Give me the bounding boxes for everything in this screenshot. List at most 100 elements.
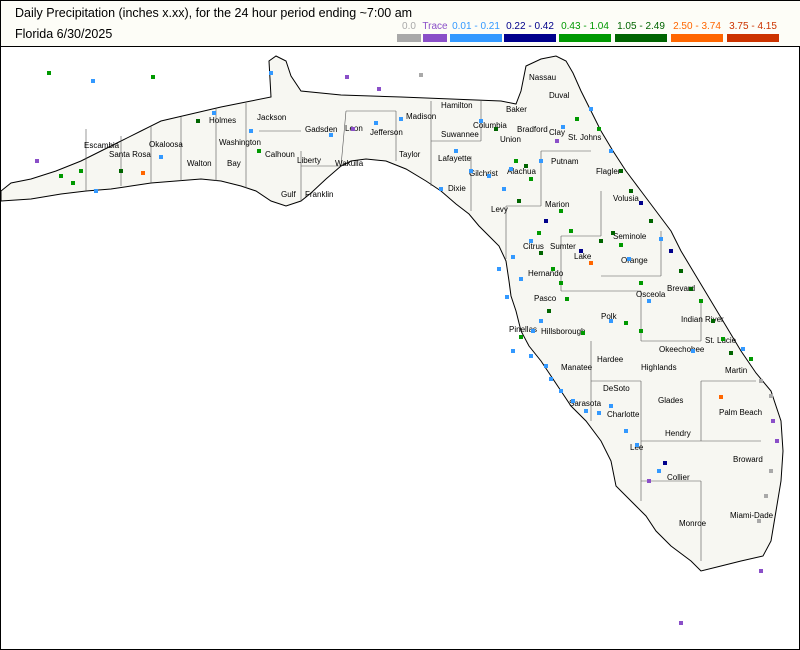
- station-marker: [624, 429, 628, 433]
- legend-item-0-01: 0.01 - 0.21: [446, 21, 506, 42]
- station-marker: [549, 377, 553, 381]
- station-marker: [377, 87, 381, 91]
- station-marker: [519, 277, 523, 281]
- county-label: Polk: [601, 312, 618, 321]
- station-marker: [509, 167, 513, 171]
- county-label: Nassau: [529, 73, 556, 82]
- station-marker: [569, 229, 573, 233]
- station-marker: [119, 169, 123, 173]
- station-marker: [769, 469, 773, 473]
- county-label: Columbia: [473, 121, 507, 130]
- precipitation-legend: 0.0 Trace 0.01 - 0.21 0.22 - 0.42 0.43 -…: [385, 21, 785, 43]
- county-label: Holmes: [209, 116, 236, 125]
- county-label: Walton: [187, 159, 212, 168]
- county-label: Jackson: [257, 113, 286, 122]
- county-label: Washington: [219, 138, 261, 147]
- legend-item-0-43: 0.43 - 1.04: [555, 21, 615, 42]
- legend-label: 3.75 - 4.15: [729, 21, 777, 32]
- station-marker: [469, 169, 473, 173]
- station-marker: [609, 404, 613, 408]
- county-label: Bradford: [517, 125, 548, 134]
- station-marker: [589, 261, 593, 265]
- legend-item-zero: 0.0: [385, 21, 433, 42]
- station-marker: [374, 121, 378, 125]
- station-marker: [497, 267, 501, 271]
- station-marker: [559, 281, 563, 285]
- legend-swatch: [671, 34, 723, 42]
- county-label: Gulf: [281, 190, 296, 199]
- county-label: Manatee: [561, 363, 593, 372]
- station-marker: [619, 243, 623, 247]
- station-marker: [689, 287, 693, 291]
- county-label: Miami-Dade: [730, 511, 774, 520]
- county-label: Okeechobee: [659, 345, 705, 354]
- county-label: Santa Rosa: [109, 150, 151, 159]
- legend-swatch: [504, 34, 556, 42]
- station-marker: [529, 354, 533, 358]
- county-label: Alachua: [507, 167, 536, 176]
- station-markers: [35, 71, 779, 625]
- county-label: DeSoto: [603, 384, 630, 393]
- county-label: Bay: [227, 159, 241, 168]
- station-marker: [764, 494, 768, 498]
- county-label: Highlands: [641, 363, 677, 372]
- station-marker: [659, 237, 663, 241]
- station-marker: [529, 239, 533, 243]
- county-label: Duval: [549, 91, 570, 100]
- station-marker: [647, 299, 651, 303]
- legend-label: 1.05 - 2.49: [617, 21, 665, 32]
- station-marker: [619, 169, 623, 173]
- station-marker: [611, 231, 615, 235]
- station-marker: [657, 469, 661, 473]
- station-marker: [575, 117, 579, 121]
- station-marker: [597, 127, 601, 131]
- county-label: Brevard: [667, 284, 695, 293]
- county-label: Levy: [491, 205, 508, 214]
- station-marker: [719, 395, 723, 399]
- station-marker: [639, 281, 643, 285]
- county-label: Suwannee: [441, 130, 479, 139]
- station-marker: [494, 127, 498, 131]
- florida-map: Nassau Duval Baker St. Johns Clay Bradfo…: [1, 47, 800, 650]
- county-label: Marion: [545, 200, 569, 209]
- station-marker: [635, 443, 639, 447]
- station-marker: [329, 133, 333, 137]
- station-marker: [479, 119, 483, 123]
- county-label: Franklin: [305, 190, 333, 199]
- station-marker: [511, 255, 515, 259]
- county-label: Hamilton: [441, 101, 473, 110]
- county-label: Hardee: [597, 355, 624, 364]
- station-marker: [94, 189, 98, 193]
- legend-item-3-75: 3.75 - 4.15: [723, 21, 783, 42]
- station-marker: [551, 267, 555, 271]
- county-label: Jefferson: [370, 128, 403, 137]
- station-marker: [589, 107, 593, 111]
- station-marker: [59, 174, 63, 178]
- county-label: Madison: [406, 112, 436, 121]
- station-marker: [511, 349, 515, 353]
- legend-swatch: [423, 34, 447, 42]
- county-label: Orange: [621, 256, 648, 265]
- county-label: Palm Beach: [719, 408, 762, 417]
- county-label: Charlotte: [607, 410, 640, 419]
- station-marker: [159, 155, 163, 159]
- station-marker: [502, 187, 506, 191]
- county-label: Escambia: [84, 141, 120, 150]
- station-marker: [691, 349, 695, 353]
- station-marker: [519, 335, 523, 339]
- legend-label: 0.43 - 1.04: [561, 21, 609, 32]
- county-label: Citrus: [523, 242, 544, 251]
- station-marker: [537, 231, 541, 235]
- county-label: Calhoun: [265, 150, 295, 159]
- county-label: Taylor: [399, 150, 421, 159]
- station-marker: [419, 73, 423, 77]
- station-marker: [345, 75, 349, 79]
- map-title: Daily Precipitation (inches x.xx), for t…: [15, 6, 413, 20]
- station-marker: [561, 125, 565, 129]
- county-label: Gilchrist: [469, 169, 499, 178]
- county-label: Pinellas: [509, 325, 537, 334]
- county-label: Indian River: [681, 315, 724, 324]
- station-marker: [759, 569, 763, 573]
- station-marker: [609, 319, 613, 323]
